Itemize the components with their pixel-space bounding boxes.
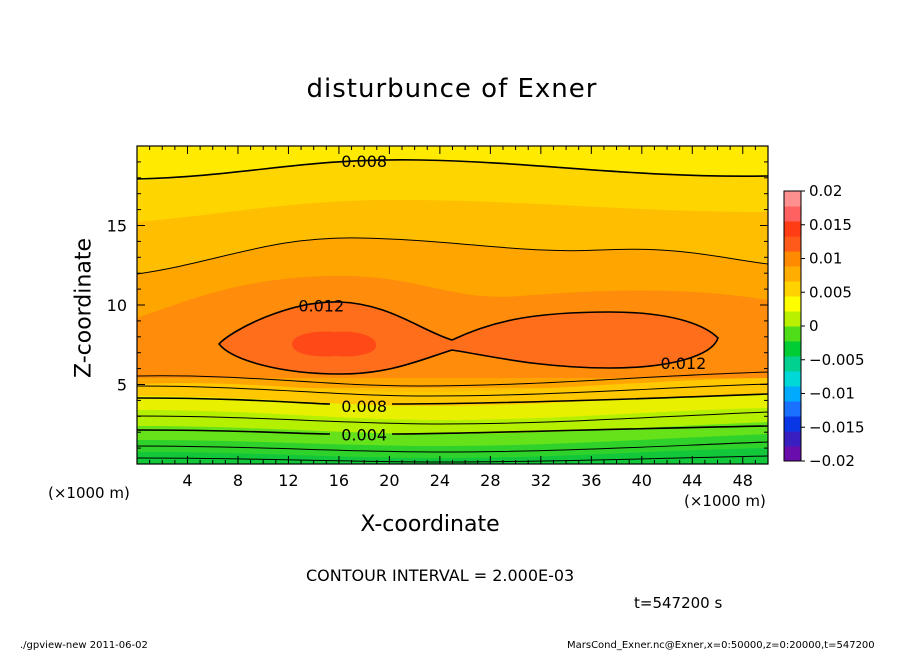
contour-label: 0.008: [341, 397, 387, 416]
colorbar-tick-label: 0: [809, 317, 819, 335]
colorbar-swatch: [784, 191, 801, 207]
x-tick-label: 20: [379, 471, 399, 490]
colorbar: 0.02 0.015 0.01 0.005 0 −0.005 −0.01 −0.015 −0.0…: [783, 182, 865, 470]
contour-line-0.009: [137, 383, 768, 397]
colorbar-swatch: [784, 236, 801, 252]
colorbar-swatch: [784, 401, 801, 417]
x-tick-label: 28: [480, 471, 500, 490]
fill-band-0.013: [292, 331, 377, 357]
colorbar-tick-label: −0.02: [809, 452, 855, 470]
contour-line-0.010-lower: [137, 371, 768, 387]
colorbar-swatch: [784, 311, 801, 327]
colorbar-tick-label: −0.005: [809, 351, 865, 369]
colorbar-swatch: [784, 296, 801, 312]
chart-title: disturbunce of Exner: [306, 74, 598, 104]
x-tick-label: 8: [233, 471, 243, 490]
colorbar-swatch: [784, 356, 801, 372]
y-axis: 5 10 15: [107, 161, 768, 449]
x-tick-label: 44: [682, 471, 702, 490]
contour-label: 0.008: [341, 152, 387, 171]
contour-line-0.006: [137, 411, 768, 425]
y-tick-label: 5: [117, 376, 127, 395]
contour-label: 0.012: [661, 354, 707, 373]
x-tick-label: 32: [531, 471, 551, 490]
contour-labels: 0.008 0.012 0.012 0.008 0.004: [298, 152, 707, 444]
y-axis-label: Z-coordinate: [71, 238, 97, 378]
x-tick-label: 40: [632, 471, 652, 490]
contour-line-0.002: [137, 441, 768, 453]
x-tick-label: 36: [581, 471, 601, 490]
colorbar-swatch: [784, 251, 801, 267]
x-tick-label: 12: [278, 471, 298, 490]
contour-line-0.012: [217, 301, 719, 375]
contour-line-0.008-top: [137, 159, 768, 180]
colorbar-swatch: [784, 326, 801, 342]
colorbar-tick-label: −0.015: [809, 418, 865, 436]
colorbar-swatch: [784, 446, 801, 462]
contour-label: 0.012: [298, 297, 344, 316]
contour-line-0.010-upper: [137, 237, 768, 275]
x-unit-label-left: (×1000 m): [48, 484, 130, 502]
x-tick-label: 24: [430, 471, 450, 490]
colorbar-swatch: [784, 386, 801, 402]
contour-line-0.008-low: [137, 393, 768, 405]
x-axis-label: X-coordinate: [360, 512, 500, 537]
colorbar-swatch: [784, 431, 801, 447]
colorbar-swatch: [784, 281, 801, 297]
x-tick-label: 48: [733, 471, 753, 490]
contour-line-0.004: [137, 425, 768, 435]
colorbar-swatch: [784, 221, 801, 237]
y-tick-label: 15: [107, 217, 127, 236]
footer-source: MarsCond_Exner.nc@Exner,x=0:50000,z=0:20…: [567, 640, 875, 651]
colorbar-swatch: [784, 341, 801, 357]
x-tick-label: 16: [329, 471, 349, 490]
colorbar-tick-label: 0.02: [809, 182, 842, 200]
colorbar-swatch: [784, 371, 801, 387]
x-tick-label: 4: [182, 471, 192, 490]
colorbar-tick-label: 0.015: [809, 216, 852, 234]
colorbar-tick-label: 0.01: [809, 250, 842, 268]
x-unit-label-right: (×1000 m): [684, 492, 766, 510]
footer-program: ./gpview-new 2011-06-02: [20, 640, 148, 651]
contour-lines: [137, 159, 768, 463]
colorbar-tick-label: 0.005: [809, 283, 852, 301]
x-axis: 4 8 12 16 20 24 28 32 36 40 44 48: [149, 146, 756, 490]
colorbar-swatch: [784, 206, 801, 222]
contour-fill: [137, 146, 768, 464]
contour-label: 0.004: [341, 425, 387, 444]
colorbar-tick-label: −0.01: [809, 385, 855, 403]
time-label: t=547200 s: [634, 594, 723, 612]
y-tick-label: 10: [107, 296, 127, 315]
contour-interval-note: CONTOUR INTERVAL = 2.000E-03: [306, 566, 575, 585]
colorbar-swatch: [784, 266, 801, 282]
colorbar-swatch: [784, 416, 801, 432]
